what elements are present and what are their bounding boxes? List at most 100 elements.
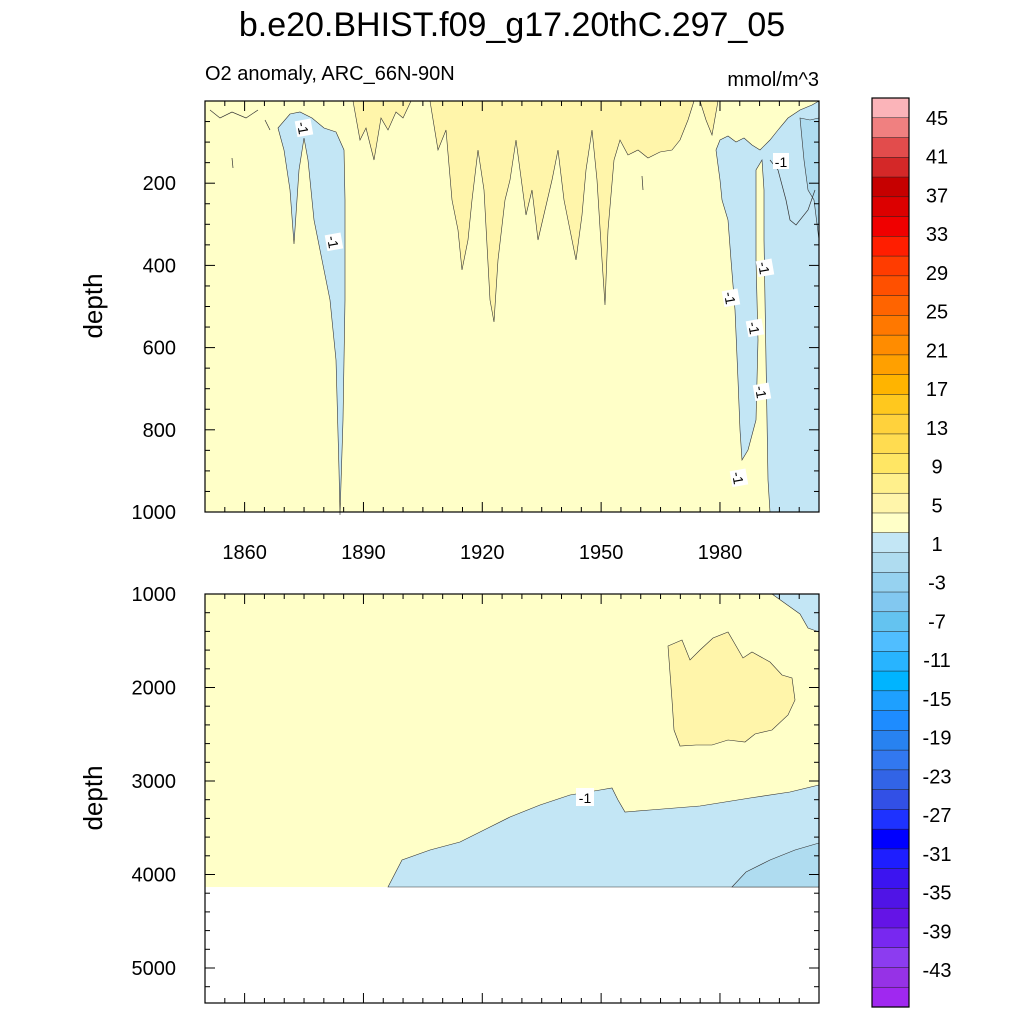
colorbar-swatch — [871, 236, 910, 257]
colorbar-swatch — [871, 255, 910, 277]
colorbar-label: 5 — [931, 495, 942, 517]
y-tick-label: 5000 — [132, 958, 177, 980]
lower-positive-blob — [667, 631, 796, 747]
upper-negative-tongue-1880 — [277, 111, 346, 516]
subtitle-left: O2 anomaly, ARC_66N-90N — [205, 63, 455, 85]
upper-contour-line — [209, 109, 644, 191]
colorbar-label: 41 — [926, 147, 948, 169]
lower-missing-region — [205, 887, 819, 1003]
colorbar-label: -15 — [923, 689, 952, 711]
x-tick-label: 1890 — [341, 542, 386, 564]
x-tick-label: 1860 — [222, 542, 267, 564]
colorbar-swatch — [871, 828, 910, 850]
colorbar-label: -35 — [923, 883, 952, 905]
lower-negative-deep — [387, 784, 820, 888]
y-tick-label: 600 — [143, 338, 176, 360]
colorbar-swatch — [871, 216, 910, 237]
colorbar-swatch — [871, 97, 910, 119]
colorbar-swatch — [871, 157, 910, 178]
upper-ylabel: depth — [78, 273, 108, 338]
colorbar-swatch — [871, 809, 910, 830]
colorbar-label: -27 — [923, 805, 952, 827]
colorbar-label: 13 — [926, 418, 948, 440]
contour-label: -1 — [729, 470, 747, 485]
upper-contour-line — [769, 159, 816, 226]
lower-panel: -1 1000 2000 3000 4000 5000 depth — [78, 584, 820, 1004]
colorbar-swatch — [871, 453, 910, 475]
colorbar-label: -19 — [923, 728, 952, 750]
upper-axis-ticks: 200 400 600 800 1000 1860 1890 1920 1950 1980 — [132, 101, 820, 564]
lower-axis-ticks: 1000 2000 3000 4000 5000 — [132, 584, 820, 1003]
colorbar-label: 25 — [926, 302, 948, 324]
x-tick-label: 1950 — [579, 542, 624, 564]
colorbar-label: -7 — [928, 611, 946, 633]
y-tick-label: 800 — [143, 420, 176, 442]
lower-ylabel: depth — [78, 765, 108, 830]
upper-negative-region-recent — [715, 100, 820, 513]
colorbar-swatch — [871, 769, 910, 791]
colorbar-swatch — [871, 690, 910, 712]
colorbar-swatch — [871, 196, 910, 218]
colorbar-label: -11 — [923, 650, 950, 672]
x-tick-label: 1980 — [698, 542, 743, 564]
colorbar-swatch — [871, 413, 910, 435]
colorbar-swatch — [871, 749, 910, 771]
colorbar-swatch — [871, 275, 910, 297]
colorbar-swatch — [871, 512, 910, 534]
contour-label: -1 — [721, 290, 739, 305]
colorbar-label: -3 — [928, 573, 946, 595]
colorbar-swatch — [871, 789, 910, 810]
upper-positive-region — [429, 100, 695, 323]
colorbar-swatch — [871, 670, 910, 692]
colorbar-label: 33 — [926, 224, 948, 246]
colorbar: 45 41 37 33 29 25 21 17 13 9 5 1 -3 -7 -11 -15 -19 -23 -27… — [871, 97, 952, 1008]
colorbar-swatch — [871, 137, 910, 158]
colorbar-label: 9 — [931, 457, 942, 479]
y-tick-label: 1000 — [132, 502, 177, 524]
colorbar-swatch — [871, 394, 910, 415]
colorbar-frame — [871, 97, 910, 1008]
chart-title: b.e20.BHIST.f09_g17.20thC.297_05 — [239, 6, 785, 44]
colorbar-label: 21 — [926, 340, 948, 362]
colorbar-swatch — [871, 552, 910, 573]
contour-label: -1 — [752, 384, 770, 399]
colorbar-swatch — [871, 986, 910, 1008]
contour-label: -1 — [294, 120, 312, 135]
upper-contour-labels: -1 -1 -1 -1 -1 -1 -1 -1 — [294, 118, 789, 488]
colorbar-swatch — [871, 631, 910, 652]
subtitle-units: mmol/m^3 — [727, 69, 819, 91]
colorbar-swatch — [871, 967, 910, 988]
colorbar-label: 17 — [926, 379, 948, 401]
colorbar-swatch — [871, 295, 910, 316]
y-tick-label: 400 — [143, 255, 176, 277]
colorbar-label: -43 — [923, 960, 952, 982]
colorbar-swatch — [871, 315, 910, 336]
y-tick-label: 200 — [143, 173, 176, 195]
colorbar-swatch — [871, 492, 910, 514]
contour-label: -1 — [324, 234, 342, 249]
colorbar-label: 37 — [926, 185, 948, 207]
contour-label: -1 — [579, 790, 592, 806]
upper-negative-region-recent-inner — [799, 117, 820, 241]
colorbar-swatch — [871, 374, 910, 395]
x-tick-label: 1920 — [460, 542, 505, 564]
lower-contour-labels: -1 — [576, 788, 594, 806]
colorbar-label: -39 — [923, 921, 952, 943]
y-tick-label: 2000 — [132, 678, 177, 700]
colorbar-label: 45 — [926, 108, 948, 130]
colorbar-swatch — [871, 730, 910, 751]
colorbar-swatch — [871, 651, 910, 672]
colorbar-swatch — [871, 907, 910, 929]
colorbar-swatch — [871, 354, 910, 376]
y-tick-label: 1000 — [132, 584, 177, 606]
colorbar-swatch — [871, 611, 910, 633]
colorbar-label: -31 — [923, 844, 952, 866]
colorbar-swatch — [871, 117, 910, 139]
lower-frame — [204, 593, 820, 1004]
contour-label: -1 — [745, 320, 763, 335]
colorbar-swatch — [871, 848, 910, 870]
y-tick-label: 4000 — [132, 865, 177, 887]
colorbar-label: 1 — [931, 534, 942, 556]
y-tick-label: 3000 — [132, 771, 177, 793]
